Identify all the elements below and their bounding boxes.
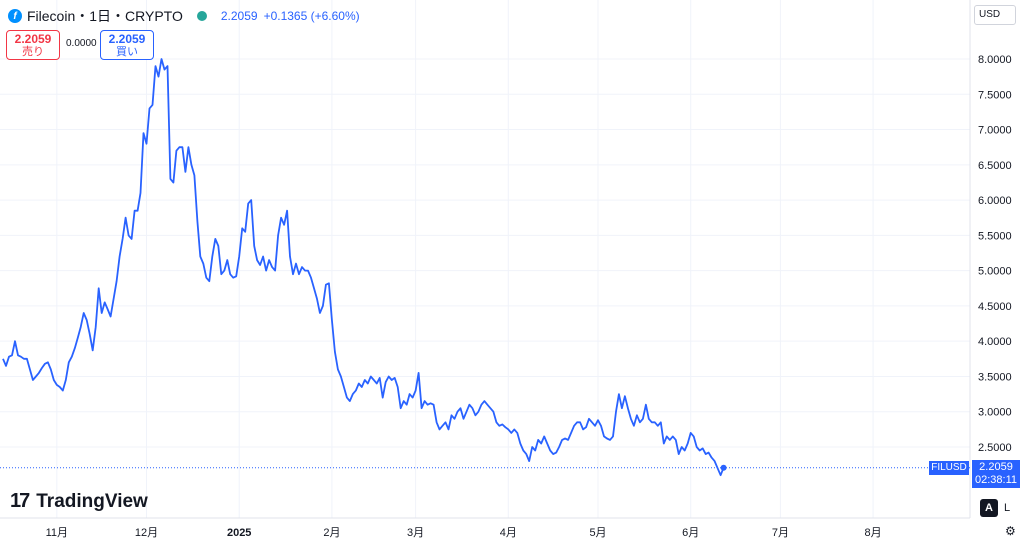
spread-value: 0.0000 [66,38,97,49]
y-tick-label: 5.5000 [978,230,1012,242]
price-series-line [2,58,725,477]
tradingview-logo[interactable]: 17 TradingView [10,490,148,513]
symbol-title[interactable]: Filecoin・1日・CRYPTO [27,8,183,24]
y-tick-label: 6.0000 [978,195,1012,207]
y-tick-label: 5.0000 [978,266,1012,278]
sell-button[interactable]: 2.2059 売り [6,30,60,60]
tradingview-wordmark: TradingView [36,490,148,512]
buy-label: 買い [116,46,138,58]
buy-price: 2.2059 [108,32,146,46]
x-tick-label: 8月 [865,527,882,539]
settings-gear-icon[interactable]: ⚙ [1005,524,1016,538]
x-tick-label: 4月 [500,527,517,539]
price-axis-labels: 2.5000 3.0000 3.5000 4.0000 4.5000 5.0000 5.50… [978,54,1012,454]
x-tick-label: 2月 [323,527,340,539]
x-tick-label: 6月 [682,527,699,539]
horizontal-gridlines [0,58,970,448]
log-scale-button[interactable]: L [1004,502,1011,514]
price-change: +0.1365 (+6.60%) [263,9,360,23]
y-tick-label: 6.5000 [978,160,1012,172]
vertical-gridlines [56,0,874,518]
bar-countdown-timer: 02:38:11 [974,474,1017,486]
y-tick-label: 4.5000 [978,301,1012,313]
symbol-tag: FILUSD [929,461,969,475]
y-tick-label: 2.5000 [978,442,1012,454]
x-tick-label: 11月 [46,527,68,539]
x-tick-label: 3月 [407,527,424,539]
x-tick-label: 7月 [772,527,789,539]
currency-selector[interactable]: USD [974,5,1016,25]
y-tick-label: 7.0000 [978,125,1012,137]
sell-label: 売り [22,46,44,58]
y-tick-label: 3.0000 [978,407,1012,419]
x-tick-label: 12月 [135,527,158,539]
time-axis-labels: 11月 12月 2025 2月 3月 4月 5月 6月 7月 8月 [46,527,882,539]
y-tick-label: 4.0000 [978,336,1012,348]
filecoin-logo-icon: f [8,9,22,23]
market-status-icon[interactable] [196,11,207,21]
y-tick-label: 3.5000 [978,371,1012,383]
auto-scale-button[interactable]: A [980,499,998,517]
x-tick-label: 5月 [589,527,606,539]
y-tick-label: 7.5000 [978,89,1012,101]
x-tick-label: 2025 [227,527,251,539]
last-price-tag: 2.2059 02:38:11 [972,460,1020,488]
symbol-header: f Filecoin・1日・CRYPTO 2.2059 +0.1365 (+6.… [8,6,360,26]
sell-price: 2.2059 [14,32,52,46]
tradingview-mark-icon: 17 [10,490,30,512]
buy-button[interactable]: 2.2059 買い [100,30,154,60]
last-price-value: 2.2059 [979,461,1013,473]
y-tick-label: 8.0000 [978,54,1012,66]
current-price: 2.2059 [220,9,258,23]
last-price-dot [720,464,727,471]
